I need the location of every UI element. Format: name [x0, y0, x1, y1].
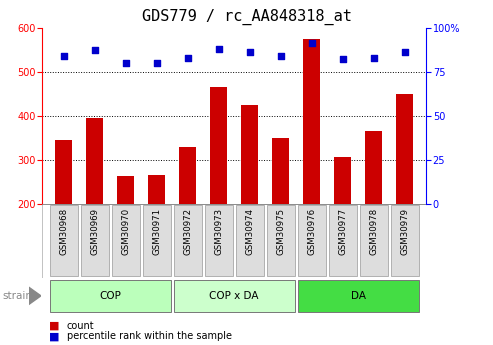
- Bar: [334, 157, 351, 204]
- Text: GSM30978: GSM30978: [369, 208, 378, 255]
- Text: ■: ■: [49, 332, 60, 341]
- Point: [153, 60, 161, 66]
- FancyBboxPatch shape: [174, 205, 202, 276]
- Text: GSM30976: GSM30976: [307, 208, 316, 255]
- Point: [401, 49, 409, 55]
- FancyBboxPatch shape: [298, 279, 419, 312]
- Text: GSM30969: GSM30969: [90, 208, 99, 255]
- Text: GSM30975: GSM30975: [276, 208, 285, 255]
- Text: GSM30971: GSM30971: [152, 208, 161, 255]
- FancyBboxPatch shape: [50, 279, 171, 312]
- Bar: [272, 138, 289, 204]
- Bar: [148, 175, 165, 204]
- Bar: [396, 93, 413, 204]
- FancyBboxPatch shape: [298, 205, 326, 276]
- Text: COP: COP: [99, 291, 121, 301]
- Point: [184, 55, 192, 60]
- Text: count: count: [67, 321, 94, 331]
- Point: [60, 53, 68, 59]
- Point: [246, 49, 253, 55]
- Bar: [117, 176, 134, 204]
- Text: GSM30968: GSM30968: [59, 208, 68, 255]
- Text: percentile rank within the sample: percentile rank within the sample: [67, 332, 232, 341]
- Text: GSM30970: GSM30970: [121, 208, 130, 255]
- Text: GSM30974: GSM30974: [245, 208, 254, 255]
- Bar: [210, 87, 227, 204]
- Text: DA: DA: [351, 291, 366, 301]
- FancyBboxPatch shape: [112, 205, 140, 276]
- Text: strain: strain: [2, 291, 33, 301]
- Text: GSM30973: GSM30973: [214, 208, 223, 255]
- Text: GSM30972: GSM30972: [183, 208, 192, 255]
- Point: [277, 53, 284, 59]
- FancyBboxPatch shape: [50, 205, 77, 276]
- Point: [308, 41, 316, 46]
- Bar: [365, 131, 382, 204]
- Text: GDS779 / rc_AA848318_at: GDS779 / rc_AA848318_at: [141, 9, 352, 25]
- Point: [122, 60, 130, 66]
- Text: ■: ■: [49, 321, 60, 331]
- Point: [339, 57, 347, 62]
- FancyBboxPatch shape: [142, 205, 171, 276]
- Point: [215, 46, 223, 51]
- Polygon shape: [29, 287, 41, 305]
- Bar: [55, 140, 72, 204]
- Point: [91, 48, 99, 53]
- FancyBboxPatch shape: [329, 205, 356, 276]
- Text: GSM30977: GSM30977: [338, 208, 347, 255]
- FancyBboxPatch shape: [360, 205, 387, 276]
- FancyBboxPatch shape: [236, 205, 264, 276]
- Bar: [303, 39, 320, 204]
- Text: COP x DA: COP x DA: [210, 291, 259, 301]
- FancyBboxPatch shape: [391, 205, 419, 276]
- FancyBboxPatch shape: [174, 279, 295, 312]
- FancyBboxPatch shape: [205, 205, 233, 276]
- Text: GSM30979: GSM30979: [400, 208, 409, 255]
- Bar: [241, 105, 258, 204]
- Bar: [179, 147, 196, 204]
- Bar: [86, 118, 103, 204]
- FancyBboxPatch shape: [267, 205, 295, 276]
- Point: [370, 55, 378, 60]
- FancyBboxPatch shape: [81, 205, 108, 276]
